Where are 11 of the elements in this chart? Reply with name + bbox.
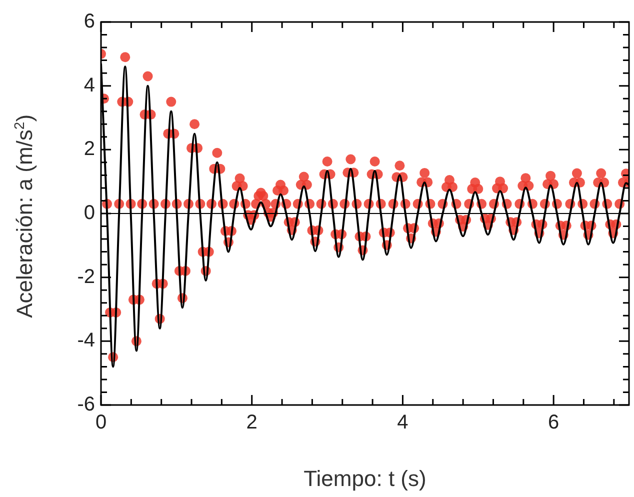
y-tick-label: 6 xyxy=(84,10,95,33)
y-tick-label: -2 xyxy=(77,266,95,288)
y-tick-label: -6 xyxy=(77,394,95,416)
y-tick-label: 2 xyxy=(84,138,95,160)
x-tick-label: 6 xyxy=(548,412,560,434)
x-tick-label: 2 xyxy=(246,412,258,434)
y-tick-label: 0 xyxy=(84,202,95,224)
x-axis-title: Tiempo: t (s) xyxy=(304,466,426,491)
x-tick-label: 4 xyxy=(397,412,408,434)
y-tick-label: -4 xyxy=(77,330,95,352)
y-tick-label: 4 xyxy=(84,74,95,96)
